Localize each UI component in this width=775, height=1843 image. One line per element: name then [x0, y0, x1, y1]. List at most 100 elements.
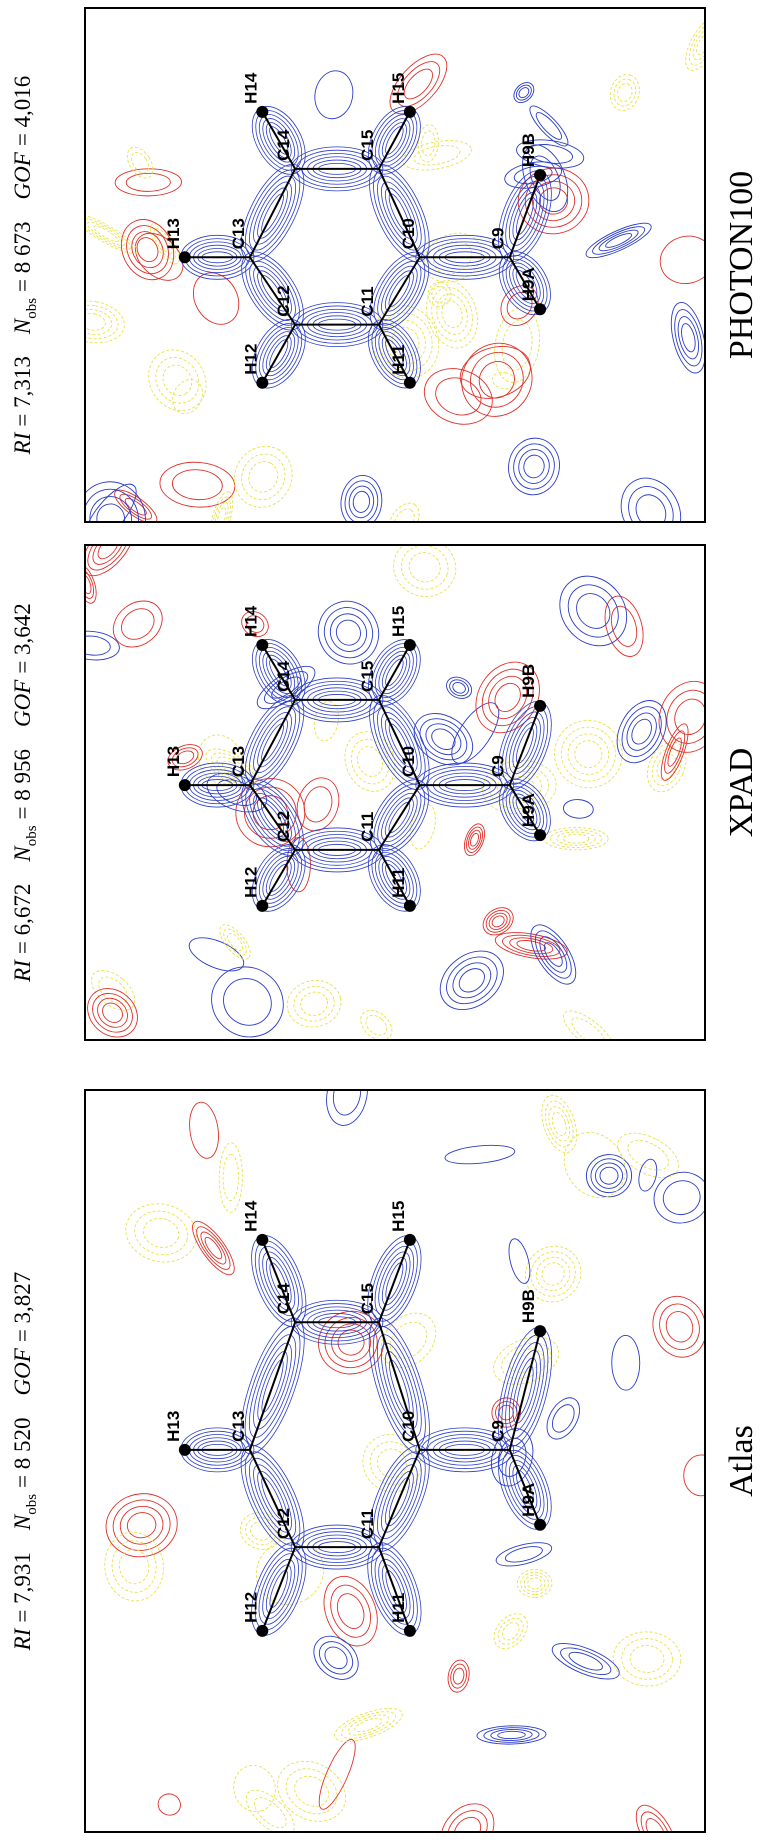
contour	[85, 214, 138, 254]
contour	[290, 827, 384, 873]
contour	[551, 1404, 575, 1433]
atom-dot	[403, 899, 416, 912]
atom-label: C13	[229, 218, 248, 249]
atom-dot	[534, 169, 547, 182]
bond	[249, 1449, 297, 1548]
contour	[313, 1635, 359, 1680]
atom-label: H9A	[519, 1483, 538, 1517]
contour	[635, 1804, 676, 1832]
contour	[518, 87, 530, 99]
atom-label: C9	[489, 1420, 508, 1442]
contour	[497, 1730, 526, 1740]
contour	[662, 1180, 701, 1216]
contour	[317, 600, 380, 665]
panel-frame	[84, 1089, 706, 1833]
contour	[134, 1210, 189, 1256]
contour	[541, 1094, 578, 1154]
contour	[459, 346, 531, 399]
contour	[666, 689, 705, 744]
contour	[211, 496, 231, 522]
contour	[504, 1546, 543, 1563]
bond	[261, 111, 297, 170]
contour	[493, 1336, 560, 1385]
contour	[620, 477, 682, 522]
contour	[415, 762, 515, 808]
contour	[490, 1729, 533, 1741]
contour	[495, 1401, 518, 1425]
stat-symbol: N	[10, 845, 35, 863]
contour	[245, 615, 265, 633]
contour	[303, 786, 333, 823]
contour	[546, 1397, 580, 1440]
stat-value: = 8 956	[10, 749, 35, 819]
contour	[491, 915, 505, 928]
contour	[340, 1711, 396, 1739]
contour	[599, 1166, 619, 1185]
contour	[544, 1100, 574, 1148]
contour	[435, 377, 482, 416]
atom-label: C15	[358, 661, 377, 692]
atom-label: C9	[489, 228, 508, 250]
contour	[495, 1542, 553, 1567]
atom-dot	[534, 699, 547, 712]
contour	[463, 823, 486, 857]
contour	[664, 730, 686, 774]
contour	[470, 832, 479, 847]
contour	[314, 70, 354, 120]
contour	[516, 1569, 553, 1598]
stat-value: = 6,672	[10, 884, 35, 954]
atom-dot	[534, 829, 547, 842]
atom-label: H12	[241, 344, 260, 375]
atom-label: H11	[389, 868, 408, 898]
bond	[377, 1321, 421, 1451]
contour	[125, 172, 171, 192]
atom-label: C12	[274, 1508, 293, 1539]
contour	[444, 1144, 516, 1165]
atom-dot	[534, 1325, 547, 1338]
contour	[660, 723, 689, 781]
contour	[683, 1454, 705, 1497]
atom-label: H12	[241, 1592, 260, 1623]
atom-dot	[178, 1443, 191, 1456]
contour	[681, 323, 696, 353]
contour	[350, 738, 390, 785]
contour	[172, 379, 204, 415]
contour	[85, 304, 119, 340]
contour	[626, 712, 657, 751]
contour	[92, 545, 124, 565]
atom-label: H13	[164, 1411, 183, 1442]
contour	[483, 1727, 540, 1743]
contour	[531, 180, 576, 222]
panel-frame	[84, 544, 706, 1041]
contour	[286, 980, 342, 1028]
contour	[616, 700, 667, 764]
contour	[126, 225, 169, 275]
contour	[567, 584, 619, 638]
atom-label: H9B	[519, 1289, 538, 1323]
stat-symbol: GOF	[10, 1347, 35, 1395]
contour	[171, 747, 199, 768]
contour	[219, 924, 251, 960]
contour	[513, 165, 553, 185]
contour	[329, 613, 368, 652]
contour	[293, 985, 335, 1022]
contour	[290, 1299, 384, 1345]
contour	[488, 675, 528, 720]
bond	[378, 849, 411, 907]
contour	[610, 605, 638, 647]
contour	[388, 502, 420, 522]
contour	[627, 1140, 669, 1171]
contour	[447, 1810, 488, 1832]
contour	[157, 233, 173, 255]
contour	[400, 545, 449, 590]
contour	[85, 564, 97, 604]
contour	[529, 105, 569, 147]
bond	[261, 849, 297, 907]
contour	[365, 1014, 388, 1036]
atom-label: C11	[358, 1509, 377, 1539]
atom-dot	[256, 638, 269, 651]
contour	[423, 368, 493, 425]
contour	[568, 1651, 603, 1671]
contour	[534, 930, 572, 979]
